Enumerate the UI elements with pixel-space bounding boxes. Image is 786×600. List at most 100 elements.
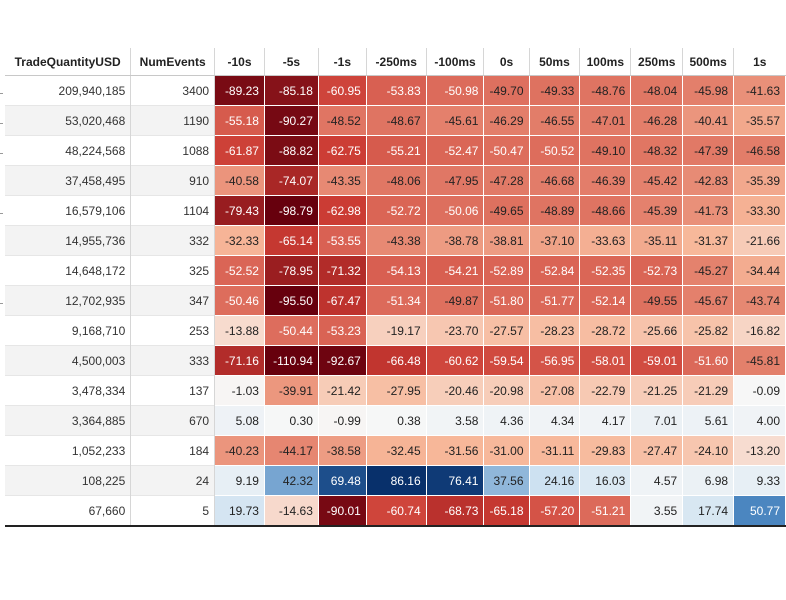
heatmap-cell: -21.66 bbox=[733, 225, 786, 256]
table-row[interactable]: 3,478,334 137 -1.03 -39.91 -21.42 -27.95 -20.4… bbox=[5, 375, 786, 406]
table-row[interactable]: 12,702,935 347 -50.46 -95.50 -67.47 -51.34 -49… bbox=[5, 285, 786, 316]
heatmap-cell: -53.23 bbox=[318, 315, 367, 346]
heatmap-cell: -52.52 bbox=[214, 255, 265, 286]
heatmap-cell: -45.67 bbox=[682, 285, 735, 316]
heatmap-cell: -54.21 bbox=[426, 255, 485, 286]
heatmap-table: TradeQuantityUSD NumEvents -10s -5s -1s -25… bbox=[5, 48, 786, 527]
column-header-events[interactable]: NumEvents bbox=[130, 48, 215, 76]
edge-tick bbox=[0, 213, 3, 214]
heatmap-cell: -60.74 bbox=[366, 495, 427, 527]
column-header[interactable]: -5s bbox=[263, 48, 319, 76]
table-row[interactable]: 4,500,003 333 -71.16 -110.94 -92.67 -66.48 -60… bbox=[5, 345, 786, 376]
table-row[interactable]: 108,225 24 9.19 42.32 69.48 86.16 76.41 37.56 24… bbox=[5, 465, 786, 496]
trade-quantity-cell: 209,940,185 bbox=[5, 75, 132, 106]
heatmap-cell: -52.47 bbox=[426, 135, 485, 166]
column-header[interactable]: 100ms bbox=[579, 48, 631, 76]
heatmap-cell: 5.61 bbox=[682, 405, 735, 436]
heatmap-cell: 4.17 bbox=[579, 405, 632, 436]
table-row[interactable]: 3,364,885 670 5.08 0.30 -0.99 0.38 3.58 4.36 4.3… bbox=[5, 405, 786, 436]
heatmap-cell: -35.57 bbox=[733, 105, 786, 136]
trade-quantity-cell: 9,168,710 bbox=[5, 315, 132, 346]
heatmap-cell: -51.60 bbox=[682, 345, 735, 376]
heatmap-cell: -48.89 bbox=[529, 195, 581, 226]
heatmap-cell: -43.74 bbox=[733, 285, 786, 316]
trade-quantity-cell: 53,020,468 bbox=[5, 105, 132, 136]
heatmap-cell: -49.65 bbox=[483, 195, 530, 226]
heatmap-cell: -46.29 bbox=[483, 105, 530, 136]
heatmap-cell: -71.16 bbox=[214, 345, 265, 376]
heatmap-cell: -21.29 bbox=[682, 375, 735, 406]
heatmap-cell: -29.83 bbox=[579, 435, 632, 466]
trade-quantity-cell: 67,660 bbox=[5, 495, 132, 527]
table-row[interactable]: 48,224,568 1088 -61.87 -88.82 -62.75 -55.21 -5… bbox=[5, 135, 786, 166]
heatmap-cell: -89.23 bbox=[214, 75, 265, 106]
column-header[interactable]: -1s bbox=[317, 48, 367, 76]
heatmap-cell: -41.73 bbox=[682, 195, 735, 226]
heatmap-cell: -20.46 bbox=[426, 375, 485, 406]
heatmap-cell: 16.03 bbox=[579, 465, 632, 496]
table-row[interactable]: 67,660 5 19.73 -14.63 -90.01 -60.74 -68.73 -65.… bbox=[5, 495, 786, 527]
heatmap-cell: -48.52 bbox=[318, 105, 367, 136]
header-row: TradeQuantityUSD NumEvents -10s -5s -1s -25… bbox=[5, 48, 786, 76]
table-row[interactable]: 16,579,106 1104 -79.43 -98.79 -62.98 -52.72 -5… bbox=[5, 195, 786, 226]
heatmap-cell: -55.21 bbox=[366, 135, 427, 166]
num-events-cell: 24 bbox=[130, 465, 216, 496]
heatmap-cell: -48.32 bbox=[630, 135, 684, 166]
heatmap-cell: -46.39 bbox=[579, 165, 632, 196]
heatmap-cell: -50.98 bbox=[426, 75, 485, 106]
heatmap-cell: -48.06 bbox=[366, 165, 427, 196]
column-header[interactable]: 50ms bbox=[528, 48, 580, 76]
heatmap-cell: -43.38 bbox=[366, 225, 427, 256]
trade-quantity-cell: 3,478,334 bbox=[5, 375, 132, 406]
heatmap-cell: -22.79 bbox=[579, 375, 632, 406]
heatmap-cell: -51.34 bbox=[366, 285, 427, 316]
heatmap-cell: -45.98 bbox=[682, 75, 735, 106]
heatmap-cell: -65.18 bbox=[483, 495, 530, 527]
heatmap-cell: -62.75 bbox=[318, 135, 367, 166]
heatmap-cell: -60.95 bbox=[318, 75, 367, 106]
heatmap-cell: 50.77 bbox=[733, 495, 786, 527]
num-events-cell: 347 bbox=[130, 285, 216, 316]
num-events-cell: 910 bbox=[130, 165, 216, 196]
heatmap-cell: -50.52 bbox=[529, 135, 581, 166]
table-row[interactable]: 9,168,710 253 -13.88 -50.44 -53.23 -19.17 -23.… bbox=[5, 315, 786, 346]
heatmap-cell: -35.39 bbox=[733, 165, 786, 196]
trade-quantity-cell: 108,225 bbox=[5, 465, 132, 496]
trade-quantity-cell: 12,702,935 bbox=[5, 285, 132, 316]
heatmap-cell: 42.32 bbox=[264, 465, 319, 496]
column-header[interactable]: 0s bbox=[483, 48, 530, 76]
heatmap-cell: -49.87 bbox=[426, 285, 485, 316]
heatmap-cell: -67.47 bbox=[318, 285, 367, 316]
num-events-cell: 1088 bbox=[130, 135, 216, 166]
column-header-quantity[interactable]: TradeQuantityUSD bbox=[5, 48, 131, 76]
column-header[interactable]: 250ms bbox=[630, 48, 683, 76]
num-events-cell: 1104 bbox=[130, 195, 216, 226]
heatmap-cell: -88.82 bbox=[264, 135, 319, 166]
heatmap-cell: -38.58 bbox=[318, 435, 367, 466]
heatmap-cell: 4.00 bbox=[733, 405, 786, 436]
column-header[interactable]: 1s bbox=[733, 48, 786, 76]
table-row[interactable]: 1,052,233 184 -40.23 -44.17 -38.58 -32.45 -31.… bbox=[5, 435, 786, 466]
heatmap-cell: 24.16 bbox=[529, 465, 581, 496]
heatmap-cell: -45.39 bbox=[630, 195, 684, 226]
heatmap-cell: -46.68 bbox=[529, 165, 581, 196]
heatmap-cell: 19.73 bbox=[214, 495, 265, 527]
table-row[interactable]: 14,648,172 325 -52.52 -78.95 -71.32 -54.13 -54… bbox=[5, 255, 786, 286]
heatmap-cell: -13.20 bbox=[733, 435, 786, 466]
column-header[interactable]: -100ms bbox=[425, 48, 484, 76]
column-header[interactable]: -250ms bbox=[365, 48, 427, 76]
num-events-cell: 332 bbox=[130, 225, 216, 256]
heatmap-cell: -51.77 bbox=[529, 285, 581, 316]
heatmap-cell: -32.33 bbox=[214, 225, 265, 256]
heatmap-cell: -46.55 bbox=[529, 105, 581, 136]
heatmap-cell: -31.37 bbox=[682, 225, 735, 256]
table-row[interactable]: 37,458,495 910 -40.58 -74.07 -43.35 -48.06 -47… bbox=[5, 165, 786, 196]
column-header[interactable]: 500ms bbox=[682, 48, 734, 76]
table-body: 209,940,185 3400 -89.23 -85.18 -60.95 -53.83-… bbox=[5, 75, 786, 527]
heatmap-cell: -0.99 bbox=[318, 405, 367, 436]
heatmap-cell: -23.70 bbox=[426, 315, 485, 346]
column-header[interactable]: -10s bbox=[214, 48, 265, 76]
table-row[interactable]: 53,020,468 1190 -55.18 -90.27 -48.52 -48.67 -4… bbox=[5, 105, 786, 136]
table-row[interactable]: 14,955,736 332 -32.33 -65.14 -53.55 -43.38 -38… bbox=[5, 225, 786, 256]
table-row[interactable]: 209,940,185 3400 -89.23 -85.18 -60.95 -53.83-… bbox=[5, 75, 786, 106]
